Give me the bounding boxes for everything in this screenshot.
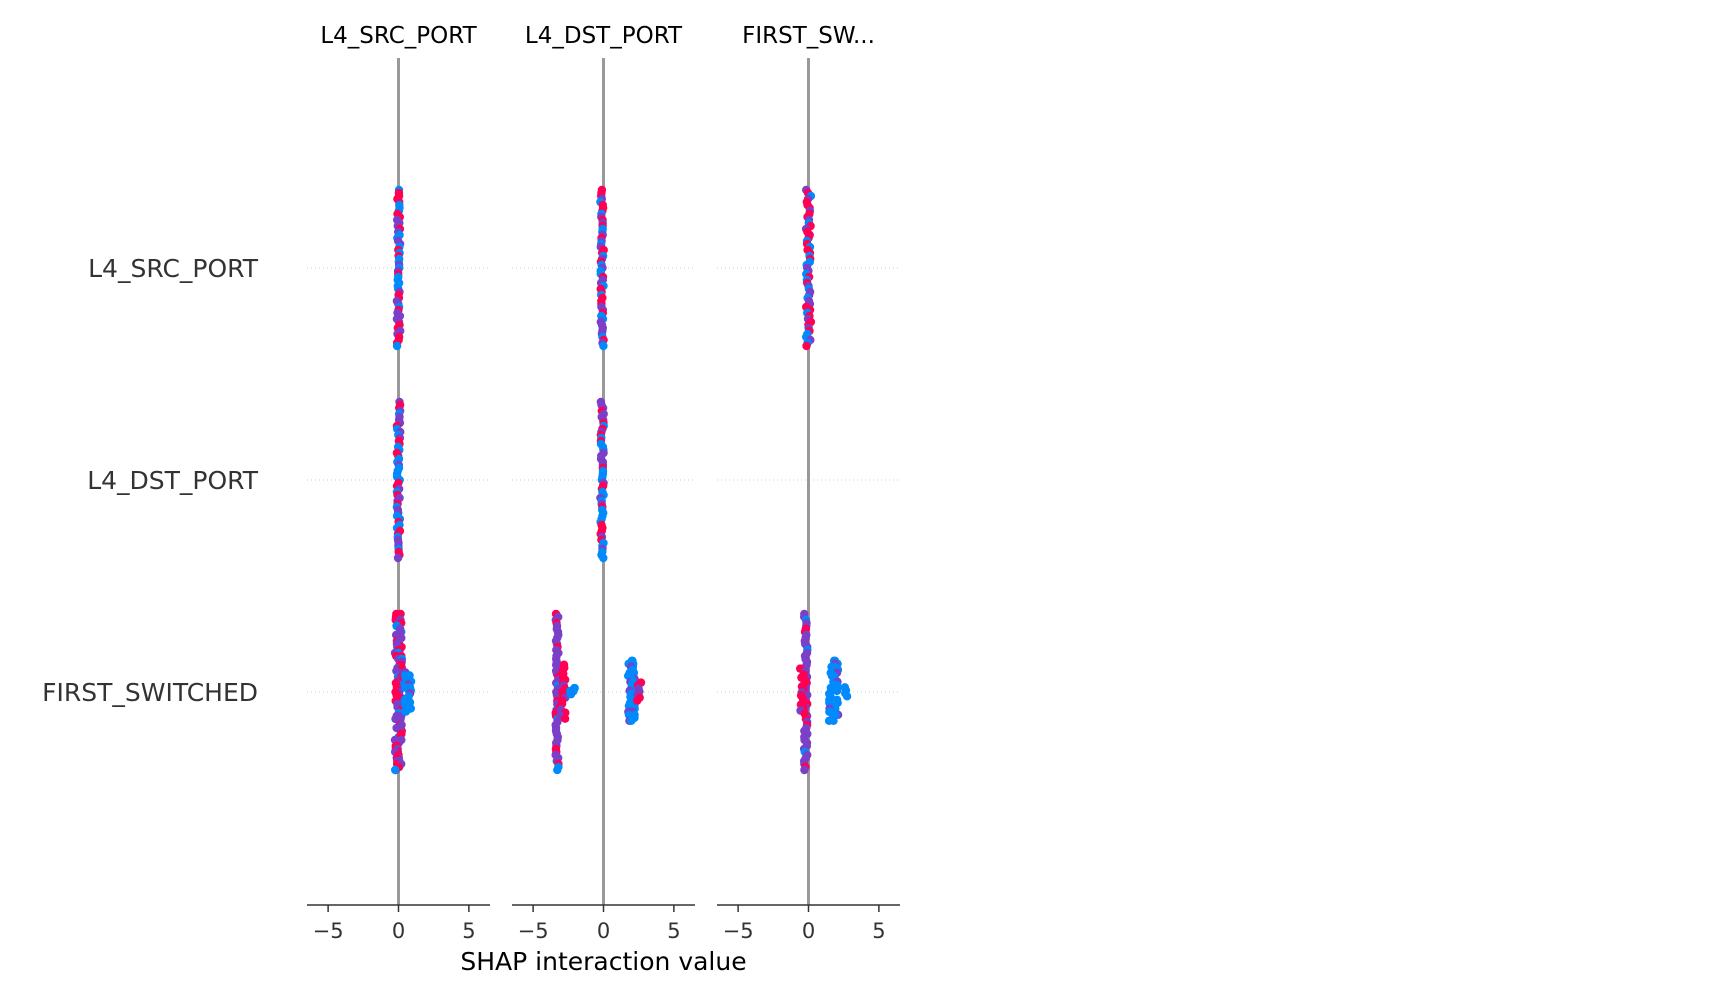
points-layer xyxy=(390,185,852,775)
row-label: FIRST_SWITCHED xyxy=(42,678,258,707)
point xyxy=(829,716,838,725)
column-title: L4_DST_PORT xyxy=(525,23,683,49)
point xyxy=(802,341,811,351)
x-tick-label: −5 xyxy=(313,919,344,943)
point xyxy=(560,714,570,723)
row-label: L4_SRC_PORT xyxy=(88,254,259,283)
point xyxy=(393,553,403,563)
point xyxy=(800,709,809,718)
point xyxy=(391,765,400,775)
point xyxy=(832,686,841,695)
x-tick-label: 0 xyxy=(392,919,405,943)
axes-layer xyxy=(307,904,900,912)
point xyxy=(553,765,562,775)
row-grid-layer xyxy=(307,267,900,693)
x-tick-label: 0 xyxy=(802,919,815,943)
column-title: L4_SRC_PORT xyxy=(320,23,477,49)
text-layer: −5 0 5 −5 0 5 −5 0 5 L4_SRC_PORT L4_DST_PORT FIRST_… xyxy=(42,23,885,976)
point xyxy=(842,692,852,701)
point xyxy=(800,765,809,775)
x-tick-label: 0 xyxy=(597,919,610,943)
point xyxy=(599,341,608,351)
point xyxy=(599,553,608,563)
point xyxy=(627,716,636,725)
column-title: FIRST_SW... xyxy=(742,23,875,49)
point xyxy=(392,341,402,351)
point xyxy=(401,707,411,716)
x-tick-label: 5 xyxy=(872,919,885,943)
x-tick-label: −5 xyxy=(518,919,549,943)
x-tick-label: 5 xyxy=(667,919,680,943)
point xyxy=(566,689,576,699)
x-tick-label: −5 xyxy=(723,919,754,943)
x-tick-label: 5 xyxy=(462,919,475,943)
point xyxy=(633,696,642,705)
row-label: L4_DST_PORT xyxy=(87,466,259,495)
x-axis-label: SHAP interaction value xyxy=(460,947,746,976)
